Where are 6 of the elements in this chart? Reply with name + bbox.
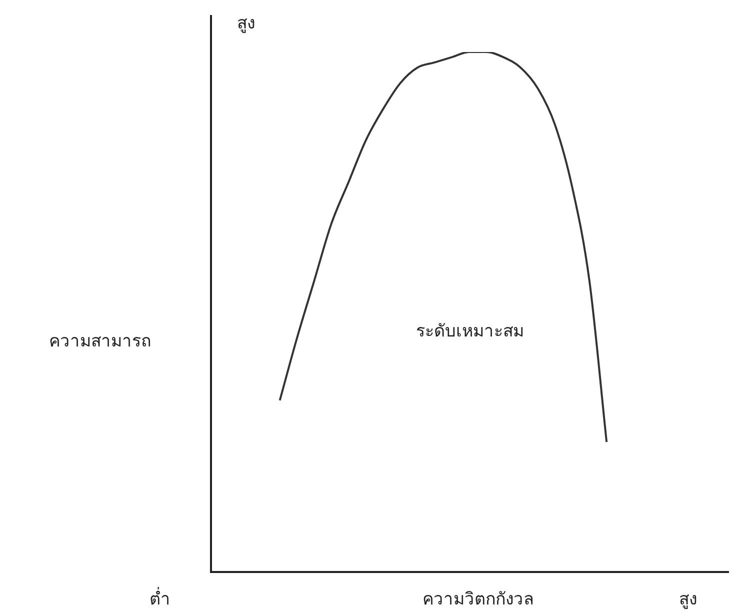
text: สูง (237, 12, 255, 36)
x-axis-title: ความวิตกกังวล (422, 588, 534, 612)
annotation: ระดับเหมาะสม (416, 320, 524, 344)
y-axis-title: ความสามารถ (49, 330, 151, 354)
text: ต่ำ (150, 586, 170, 612)
text: สูง (679, 588, 697, 612)
